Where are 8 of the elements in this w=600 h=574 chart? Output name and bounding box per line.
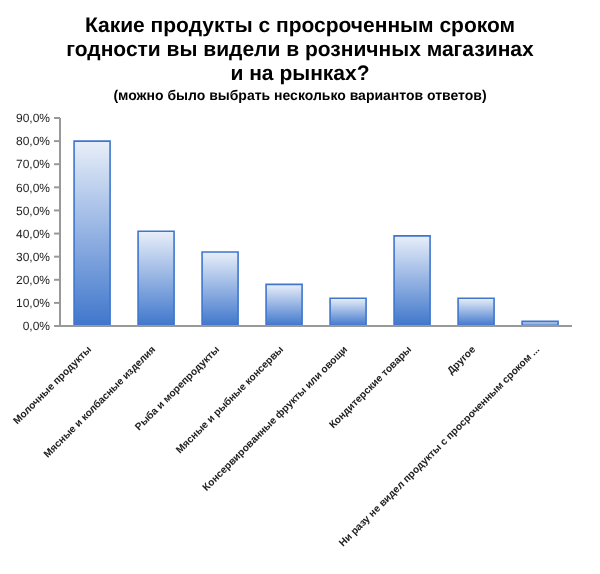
bar (265, 283, 303, 326)
bar (457, 297, 495, 326)
bar (329, 297, 367, 326)
bar (393, 235, 431, 326)
bar (201, 251, 239, 326)
bar (137, 230, 175, 326)
chart-title: Какие продукты с просроченным сроком годности вы видели в розничных магазинах и на рынках? (64, 12, 536, 86)
bar (73, 140, 111, 326)
